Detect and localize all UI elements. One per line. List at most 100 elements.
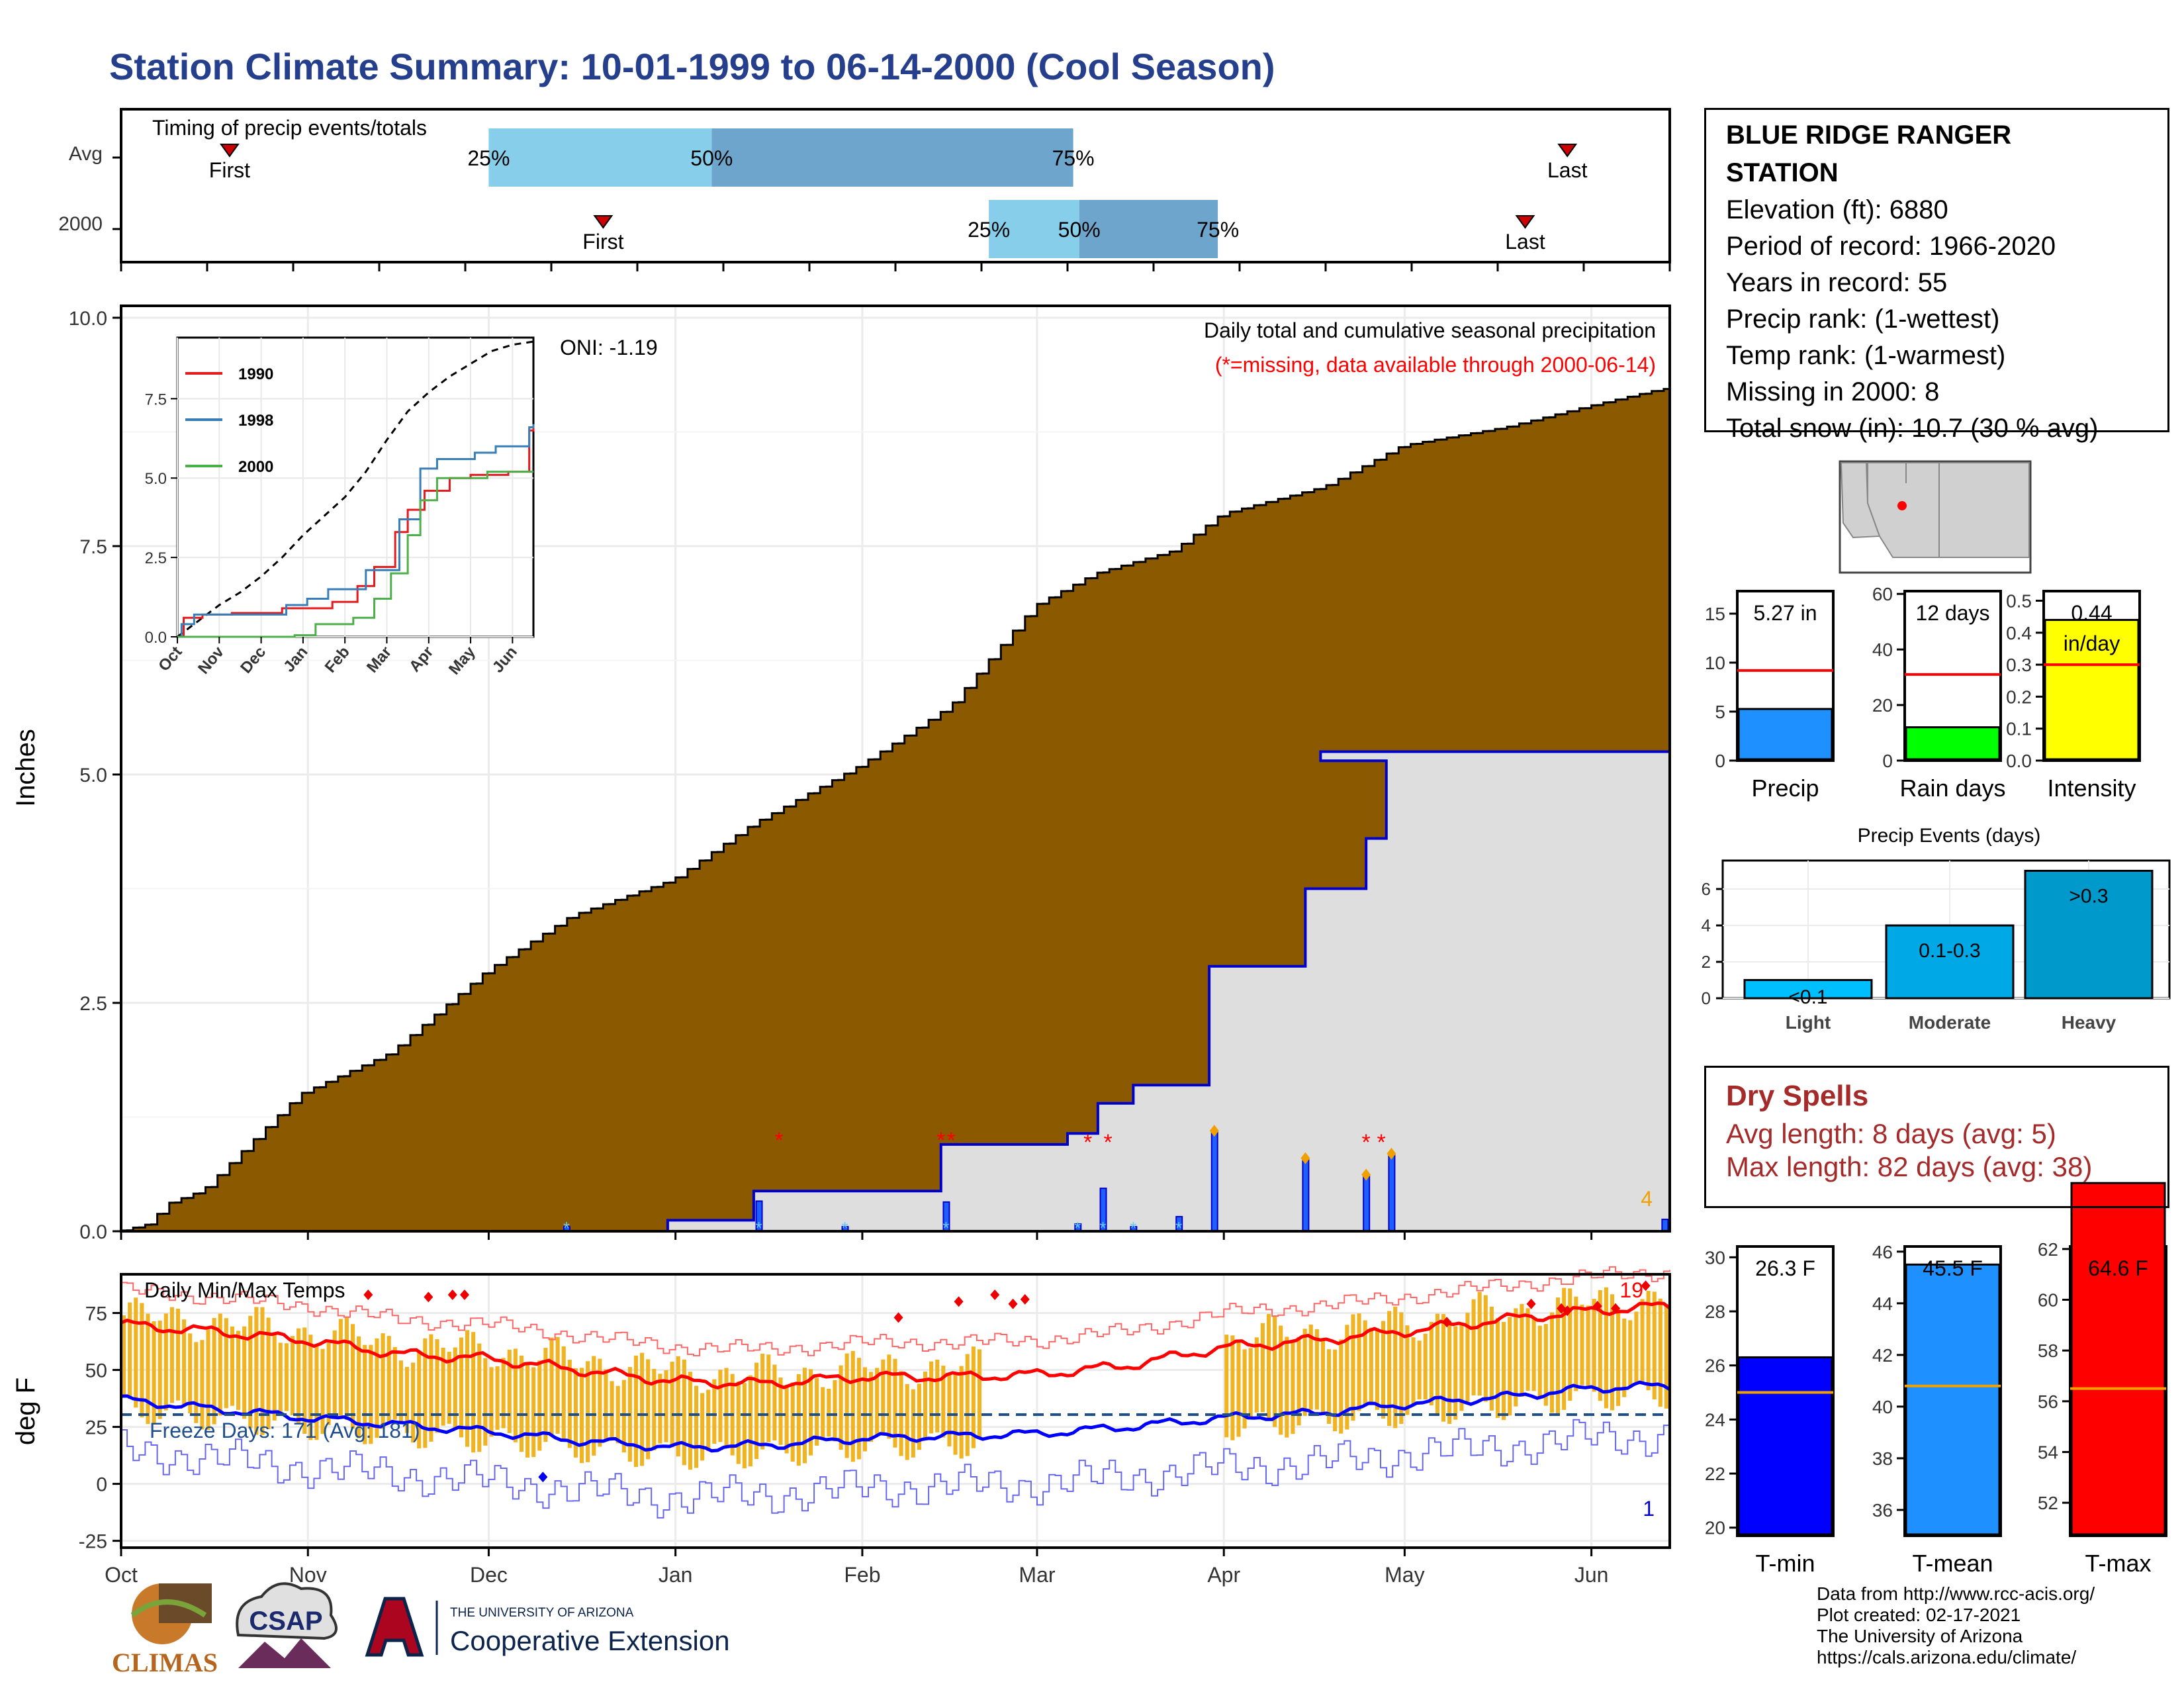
temp-day-bar (332, 1330, 337, 1418)
temp-day-bar (537, 1360, 542, 1451)
temp-day-bar (935, 1359, 940, 1432)
summary-bar-tick-label: 60 (2038, 1290, 2058, 1311)
temp-day-bar (146, 1313, 150, 1425)
month-label: Jun (1574, 1563, 1609, 1587)
temp-day-bar (712, 1379, 717, 1444)
timing-pct-label: 75% (1197, 218, 1239, 242)
temp-day-bar (573, 1368, 578, 1458)
tmax-avg-line (120, 1301, 1671, 1390)
snow-marker: * (942, 1218, 949, 1238)
temp-day-bar (1447, 1321, 1452, 1425)
temp-day-bar (242, 1326, 247, 1419)
temp-day-bar (615, 1385, 620, 1444)
summary-bar-tick-label: 46 (1872, 1242, 1893, 1262)
temp-day-bar (670, 1362, 674, 1448)
temp-day-bar (284, 1343, 289, 1411)
dry-spells-title: Dry Spells (1726, 1080, 1869, 1112)
summary-bar-fill (1905, 1263, 2001, 1536)
summary-bar-tick-label: 40 (1872, 1397, 1893, 1417)
temp-day-bar (501, 1358, 506, 1429)
temp-day-bar (856, 1358, 861, 1460)
temp-day-bar (664, 1370, 668, 1442)
temp-day-bar (453, 1347, 457, 1429)
month-label: Feb (844, 1563, 880, 1587)
last-label: Last (1505, 230, 1545, 254)
inset-legend-label: 1998 (238, 412, 273, 430)
temp-day-bar (833, 1380, 837, 1442)
temp-day-bar (1285, 1336, 1289, 1438)
temp-day-bar (404, 1366, 410, 1433)
temp-day-bar (875, 1368, 880, 1435)
summary-bar-label: Rain days (1899, 774, 2005, 802)
temp-day-bar (1405, 1325, 1410, 1415)
events-category: Moderate (1909, 1012, 1991, 1033)
temp-day-bar (724, 1368, 729, 1447)
temp-day-bar (417, 1350, 422, 1448)
tmax-record-count: 19 (1619, 1278, 1643, 1302)
temp-day-bar (1357, 1313, 1361, 1411)
month-label: Mar (1019, 1563, 1055, 1587)
daily-precip-bar (1210, 1130, 1218, 1232)
temp-day-bar (905, 1383, 909, 1460)
station-snow: Total snow (in): 10.7 (30 % avg) (1726, 414, 2099, 443)
last-marker (1557, 144, 1578, 158)
temp-day-bar (369, 1344, 373, 1444)
tmax-record-marker (459, 1289, 469, 1300)
summary-bar-label: T-min (1756, 1550, 1815, 1577)
temp-day-bar (1236, 1342, 1241, 1437)
temp-day-bar (290, 1336, 295, 1415)
temp-day-bar (320, 1348, 325, 1434)
station-temp-rank: Temp rank: (1-warmest) (1726, 341, 2006, 370)
temp-day-bar (308, 1335, 313, 1440)
temp-day-bar (338, 1319, 343, 1416)
tmax-record-marker (990, 1289, 1000, 1300)
temp-day-bar (555, 1336, 560, 1434)
temp-day-bar (1574, 1296, 1578, 1391)
temp-day-bar (1291, 1341, 1295, 1434)
tmin-avg-line (120, 1380, 1671, 1453)
tmax-record-marker (1641, 1280, 1651, 1291)
summary-bar-fill (1905, 726, 2001, 761)
tmax-record-marker (1592, 1301, 1602, 1312)
precip-ytick-label: 7.5 (79, 536, 107, 558)
temp-day-bar (140, 1303, 144, 1418)
temp-day-bar (1586, 1305, 1590, 1386)
temp-day-bar (188, 1333, 193, 1413)
temp-day-bar (1537, 1325, 1542, 1397)
temp-day-bar (827, 1389, 831, 1437)
snow-marker: * (1130, 1218, 1136, 1238)
temp-day-bar (507, 1349, 512, 1433)
temp-day-bar (1592, 1299, 1596, 1392)
temp-day-bar (1465, 1313, 1470, 1401)
temp-day-bar (1520, 1303, 1524, 1397)
events-category: Heavy (2062, 1012, 2116, 1033)
summary-bar-tick-label: 28 (1705, 1301, 1725, 1322)
summary-bar-value: 26.3 F (1755, 1256, 1815, 1280)
temp-day-bar (736, 1382, 741, 1464)
station-years: Years in record: 55 (1726, 268, 1948, 297)
summary-bar-fill (1737, 1356, 1833, 1536)
temp-day-bar (1459, 1323, 1464, 1411)
ua-big-text: Cooperative Extension (450, 1625, 730, 1656)
temp-day-bar (158, 1321, 162, 1419)
precip-header: Daily total and cumulative seasonal prec… (1204, 318, 1656, 342)
temp-day-bar (398, 1360, 403, 1425)
temp-day-bar (314, 1344, 319, 1440)
summary-bar-value: 64.6 F (2088, 1256, 2148, 1280)
summary-bar-tick-label: 15 (1705, 604, 1725, 624)
first-marker (593, 215, 614, 229)
temp-day-bar (790, 1382, 795, 1462)
events-bar (2024, 870, 2154, 1000)
temp-day-bar (742, 1383, 747, 1469)
timing-pct-label: 25% (968, 218, 1010, 242)
summary-bar-label: T-max (2085, 1550, 2151, 1577)
temp-day-bar (344, 1316, 349, 1420)
temp-day-bar (134, 1297, 138, 1408)
temp-lines (120, 1266, 1671, 1519)
temp-day-bar (1423, 1333, 1428, 1400)
missing-note: (*=missing, data available through 2000-… (1215, 353, 1656, 377)
ua-small-text: THE UNIVERSITY OF ARIZONA (450, 1606, 634, 1620)
temp-day-bar (489, 1367, 494, 1437)
temp-day-bar (1260, 1323, 1265, 1413)
